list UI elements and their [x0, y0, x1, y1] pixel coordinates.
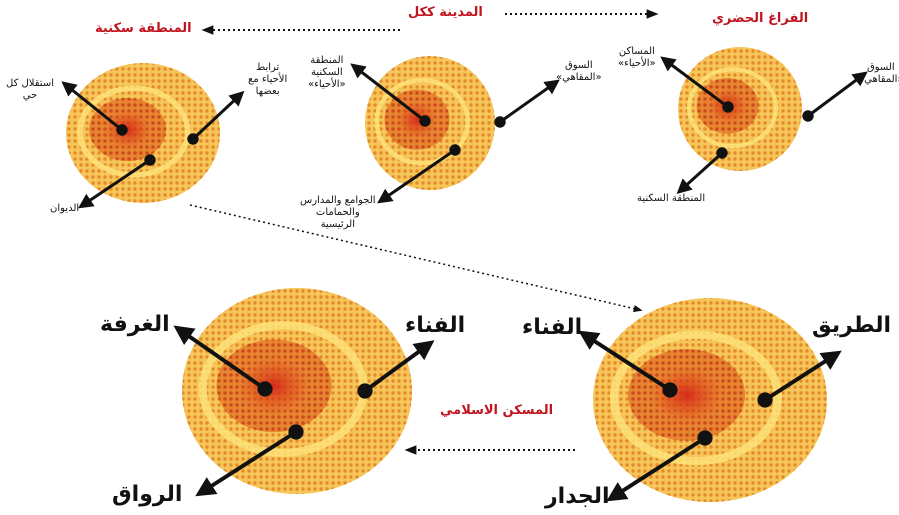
bullseye-dwelling-left-arrow-1	[173, 325, 267, 391]
bullseye-dwelling-left-arrow-3	[195, 430, 298, 497]
bullseye-residential-arrow-dot-2	[187, 133, 199, 145]
bullseye-dwelling-left-arrow-2	[363, 340, 435, 393]
bullseye-dwelling-left-arrow-dot-3	[288, 424, 304, 440]
bullseye-dwelling-left-arrow-dot-2	[357, 383, 373, 399]
bullseye-dwelling-right-arrow-3	[606, 436, 707, 502]
bullseye-residential	[61, 63, 245, 209]
connector-lines	[189, 9, 659, 455]
bullseye-urban	[660, 47, 868, 195]
bullseye-dwelling-right-arrow-2	[763, 350, 842, 402]
bullseye-city-ring	[374, 77, 470, 166]
bullseye-city-core	[395, 99, 439, 140]
bullseye-dwelling-right-arrow-dot-1	[662, 382, 678, 398]
bullseye-city-arrow-dot-3	[449, 144, 461, 156]
bullseye-residential-arrow-dot-3	[144, 154, 156, 166]
label-neighborhood-independence: استقلال كل حي	[6, 78, 54, 101]
bullseye-urban-ring	[686, 67, 779, 149]
label-dwellings: المساكن «الأحياء»	[618, 46, 656, 69]
label-arcade: الرواق	[112, 482, 183, 507]
bullseye-urban-arrow-3	[676, 151, 724, 195]
label-courtyard-left: الفناء	[405, 313, 466, 338]
label-residential-zone: المنطقة السكنية	[637, 193, 706, 204]
label-wall: الجدار	[545, 484, 610, 509]
bullseye-city-arrow-3	[377, 148, 456, 204]
bullseye-dwelling-right-arrow-dot-3	[697, 430, 713, 446]
bullseye-city-arrow-dot-1	[419, 115, 431, 127]
bullseye-urban-arrow-2	[807, 71, 868, 118]
bullseye-city-arrow-2	[499, 79, 560, 124]
label-neighborhood-connection: ترابط الأحياء مع بعضها	[248, 62, 288, 97]
bullseye-dwelling-right-arrow-1	[578, 330, 672, 392]
connector-diagonal	[189, 204, 643, 313]
bullseye-dwelling-left-core	[236, 354, 312, 417]
bullseye-urban-arrow-1	[660, 56, 729, 109]
label-market-cafes-right: السوق «المقاهي»	[858, 62, 899, 85]
bullseye-dwelling-right-arrow-dot-2	[757, 392, 773, 408]
bullseye-residential-arrow-1	[61, 81, 123, 132]
bullseye-dwelling-right-core	[647, 364, 726, 426]
bullseye-dwelling-right	[578, 298, 842, 502]
bullseye-residential-arrow-dot-1	[116, 124, 128, 136]
label-diwan: الديوان	[50, 203, 80, 214]
bullseye-urban-arrow-dot-1	[722, 101, 734, 113]
bullseye-dwelling-left-arrow-dot-1	[257, 381, 273, 397]
label-road: الطريق	[812, 313, 892, 338]
label-residential-districts: المنطقة السكنية «الأحياء»	[308, 55, 346, 90]
bullseye-residential-ring	[77, 85, 191, 178]
bullseye-urban-arrow-dot-2	[802, 110, 814, 122]
title-residential-area: المنطقة سكنية	[95, 21, 192, 36]
bullseye-dwelling-left	[173, 288, 435, 497]
label-room: الغرفة	[100, 312, 170, 337]
title-urban-space: الفراغ الحضري	[712, 11, 809, 26]
bullseye-city-arrow-1	[350, 63, 426, 123]
bullseye-urban-arrow-dot-3	[716, 147, 728, 159]
bullseye-residential-arrow-2	[191, 90, 245, 141]
title-islamic-dwelling: المسكن الاسلامي	[440, 403, 554, 418]
bullseye-city-arrow-dot-2	[494, 116, 506, 128]
label-courtyard-right: الفناء	[522, 315, 583, 340]
bullseye-city	[350, 56, 560, 204]
label-market-cafes-mid: السوق «المقاهي»	[556, 60, 602, 83]
label-mosques-schools: الجوامع والمدارس والحمامات الرئيسية	[300, 195, 376, 230]
bullseye-dwelling-right-ring	[609, 330, 782, 466]
bullseye-residential-arrow-3	[78, 158, 151, 209]
title-whole-city: المدينة ككل	[408, 5, 483, 20]
